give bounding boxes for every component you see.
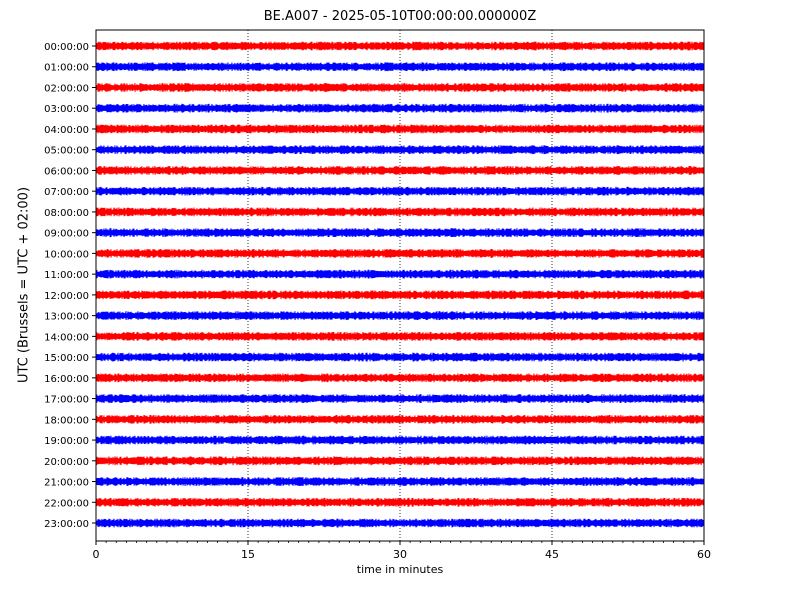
trace-series xyxy=(95,41,705,528)
chart-title: BE.A007 - 2025-05-10T00:00:00.000000Z xyxy=(263,9,537,24)
y-tick-label: 21:00:00 xyxy=(44,478,89,489)
trace-23-00-00 xyxy=(95,518,705,528)
trace-22-00-00 xyxy=(95,497,705,507)
grid-lines xyxy=(247,30,553,541)
x-axis-label: time in minutes xyxy=(356,563,444,576)
trace-11-00-00 xyxy=(95,269,705,279)
trace-00-00-00 xyxy=(95,41,705,51)
y-tick-label: 13:00:00 xyxy=(44,312,89,323)
y-tick-label: 05:00:00 xyxy=(44,146,89,157)
y-tick-label: 09:00:00 xyxy=(44,229,89,240)
y-tick-label: 06:00:00 xyxy=(44,166,89,177)
x-tick-label: 60 xyxy=(697,548,711,561)
trace-17-00-00 xyxy=(95,394,705,404)
y-axis-ticks: 00:00:00 01:00:00 02:00:00 03:00:00 04:00:00… xyxy=(44,42,96,530)
y-tick-label: 22:00:00 xyxy=(44,498,89,509)
trace-08-00-00 xyxy=(95,207,705,217)
trace-12-00-00 xyxy=(95,290,705,300)
trace-21-00-00 xyxy=(95,477,705,486)
y-axis-label: UTC (Brussels = UTC + 02:00) xyxy=(16,186,32,384)
y-tick-label: 16:00:00 xyxy=(44,374,89,385)
y-tick-label: 11:00:00 xyxy=(44,270,89,281)
y-tick-label: 01:00:00 xyxy=(44,63,89,74)
trace-15-00-00 xyxy=(95,352,705,362)
trace-18-00-00 xyxy=(95,414,705,424)
x-tick-label: 45 xyxy=(545,548,559,561)
y-tick-label: 23:00:00 xyxy=(44,519,89,530)
y-tick-label: 04:00:00 xyxy=(44,125,89,136)
trace-04-00-00 xyxy=(95,124,705,134)
trace-16-00-00 xyxy=(95,373,705,383)
y-tick-label: 00:00:00 xyxy=(44,42,89,53)
trace-02-00-00 xyxy=(95,83,705,92)
trace-14-00-00 xyxy=(95,331,705,341)
y-tick-label: 19:00:00 xyxy=(44,436,89,447)
y-tick-label: 12:00:00 xyxy=(44,291,89,302)
trace-09-00-00 xyxy=(95,228,705,238)
trace-01-00-00 xyxy=(95,62,705,72)
trace-05-00-00 xyxy=(95,145,705,155)
y-tick-label: 08:00:00 xyxy=(44,208,89,219)
y-tick-label: 18:00:00 xyxy=(44,415,89,426)
y-tick-label: 10:00:00 xyxy=(44,249,89,260)
y-tick-label: 07:00:00 xyxy=(44,187,89,198)
y-tick-label: 14:00:00 xyxy=(44,332,89,343)
trace-10-00-00 xyxy=(95,248,705,258)
x-axis-ticks: 0 15 30 45 60 xyxy=(93,541,711,561)
trace-13-00-00 xyxy=(95,311,705,321)
x-tick-label: 30 xyxy=(393,548,407,561)
x-tick-label: 15 xyxy=(241,548,255,561)
y-tick-label: 15:00:00 xyxy=(44,353,89,364)
y-tick-label: 03:00:00 xyxy=(44,104,89,115)
trace-19-00-00 xyxy=(95,435,705,445)
y-tick-label: 17:00:00 xyxy=(44,395,89,406)
trace-06-00-00 xyxy=(95,165,705,175)
y-tick-label: 02:00:00 xyxy=(44,83,89,94)
x-tick-label: 0 xyxy=(93,548,100,561)
y-tick-label: 20:00:00 xyxy=(44,457,89,468)
trace-07-00-00 xyxy=(95,186,705,196)
trace-03-00-00 xyxy=(95,103,705,113)
trace-20-00-00 xyxy=(95,456,705,466)
